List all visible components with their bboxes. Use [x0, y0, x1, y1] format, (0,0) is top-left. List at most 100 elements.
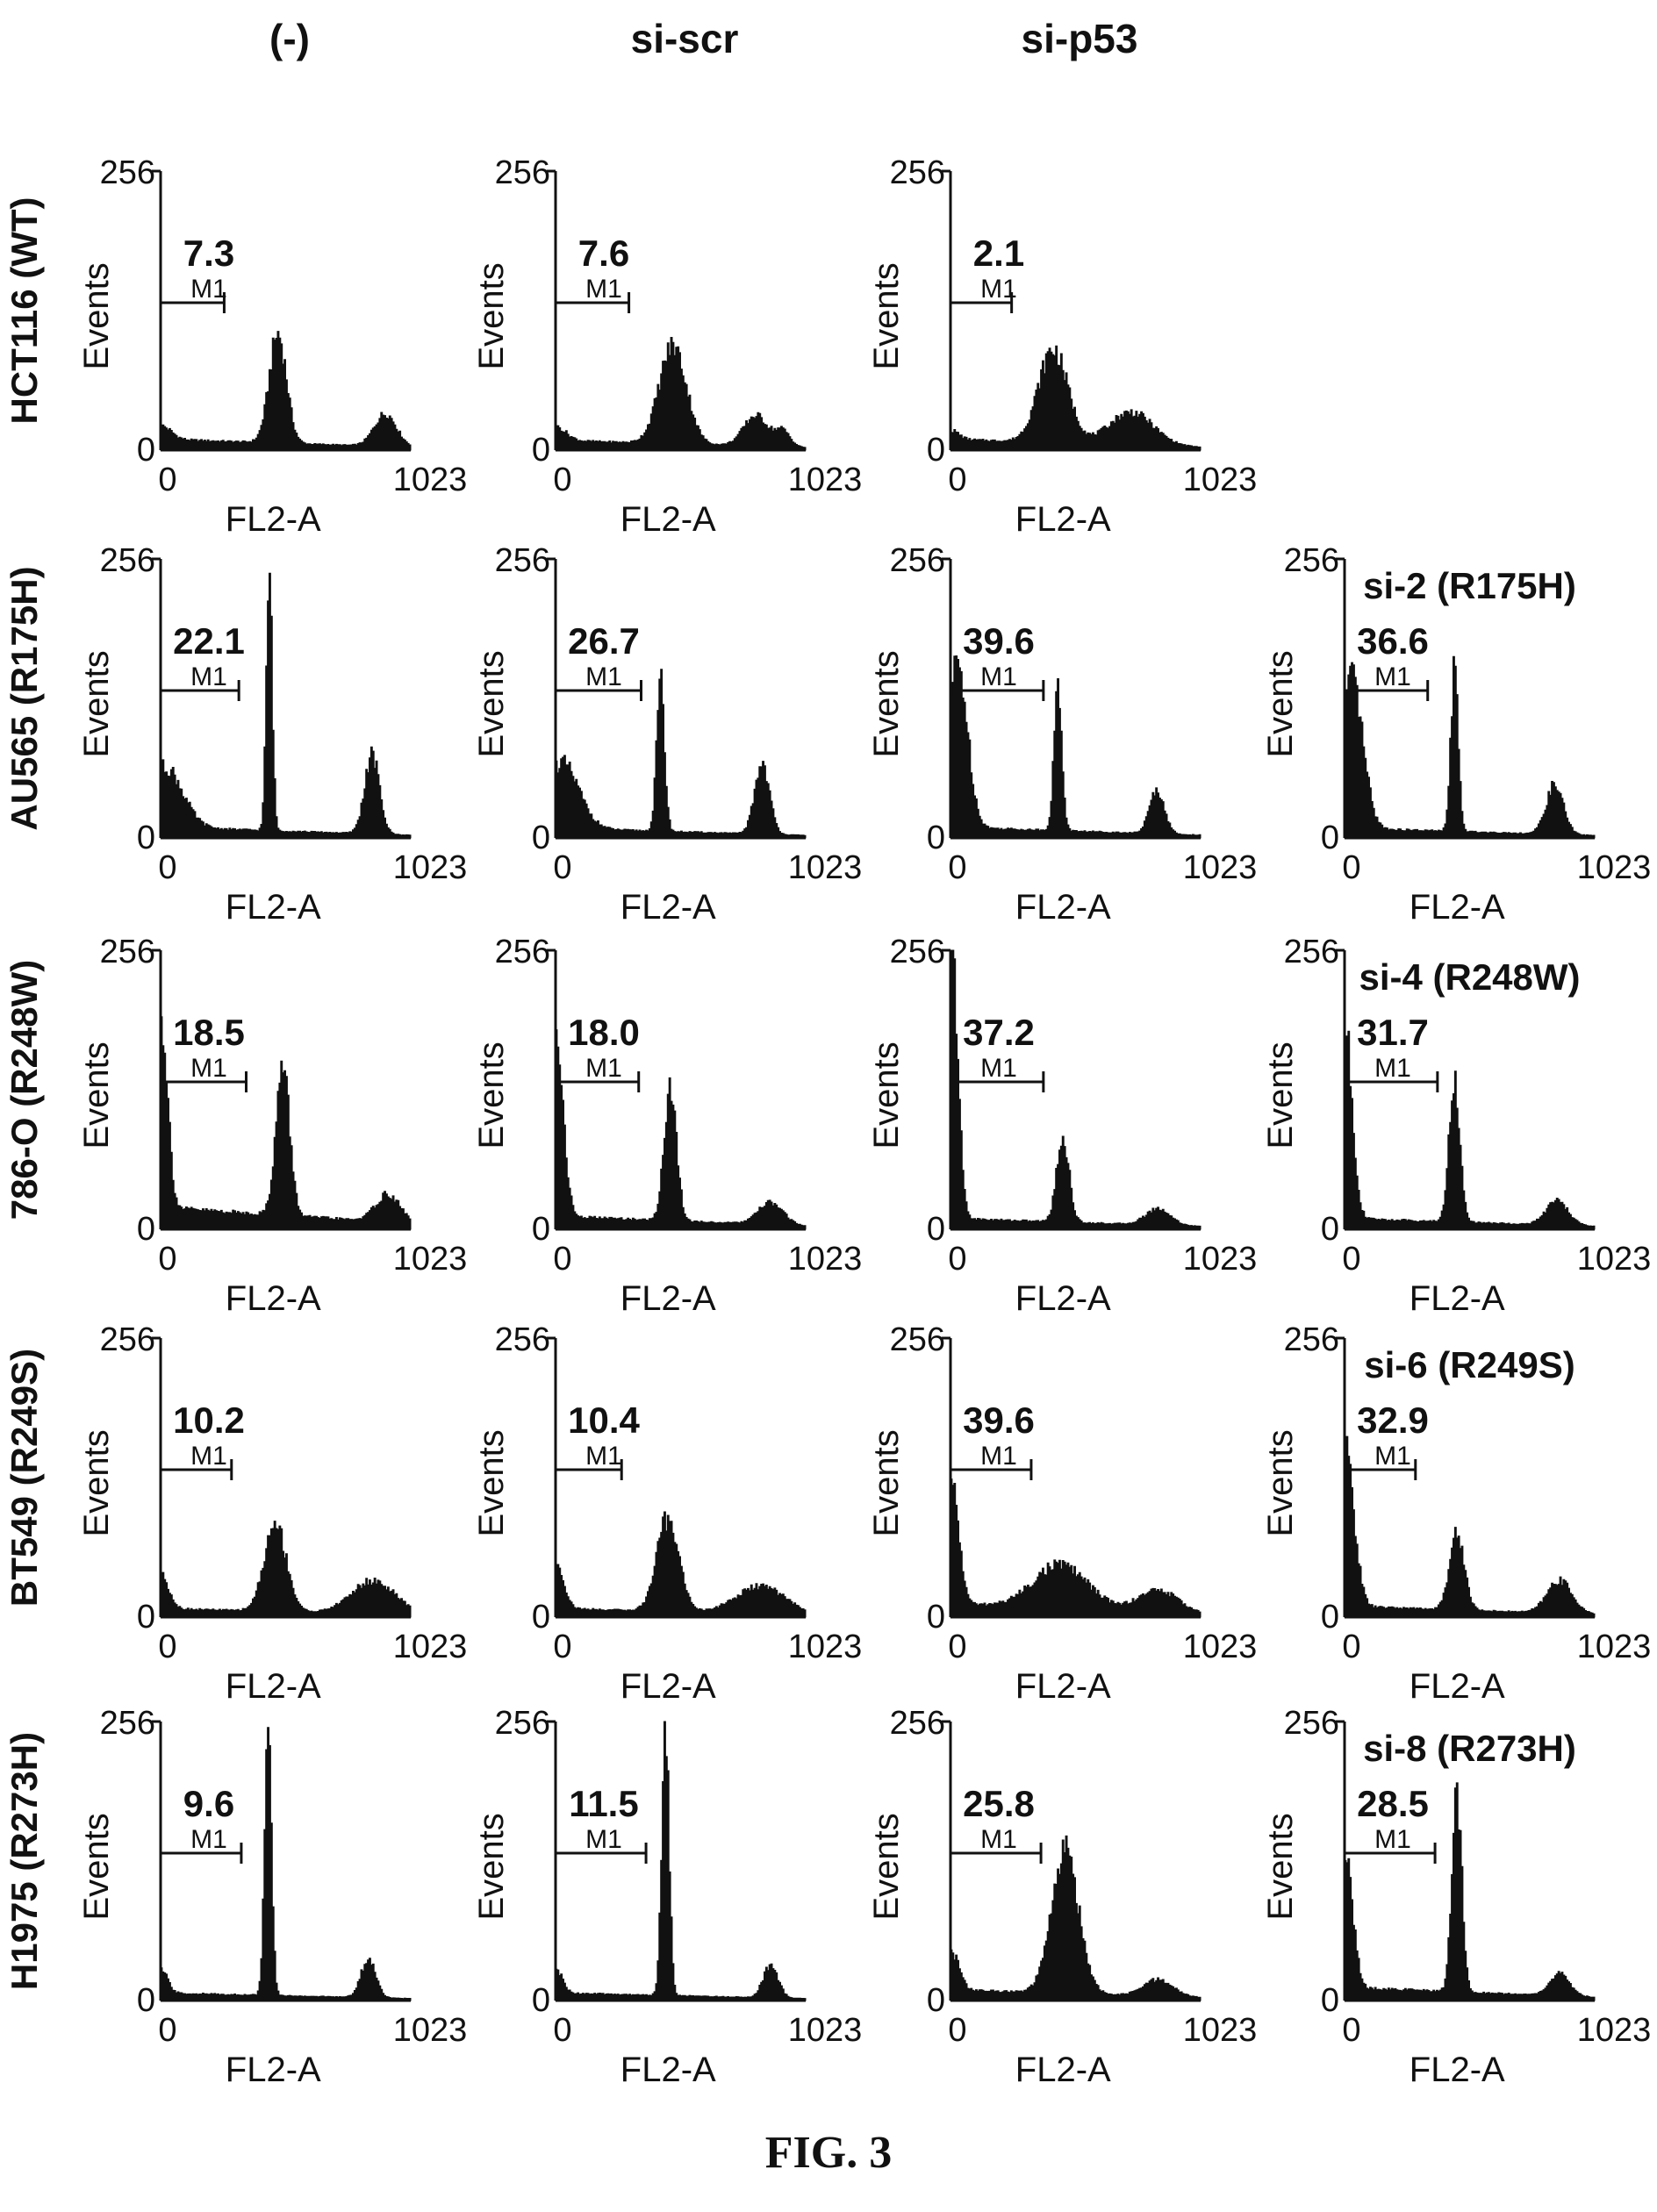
- histogram-series: [160, 572, 412, 839]
- y-tick-label: 256: [1284, 1321, 1339, 1358]
- x-axis-title: FL2-A: [1015, 2051, 1111, 2089]
- x-tick-label: 1023: [788, 849, 863, 886]
- y-tick-label: 256: [495, 154, 550, 191]
- y-tick-label: 256: [495, 542, 550, 579]
- y-tick-label: 256: [100, 1705, 155, 1742]
- gate-name: M1: [980, 1825, 1017, 1854]
- y-tick-label: 256: [495, 934, 550, 970]
- y-axis-title: Events: [1261, 1042, 1300, 1149]
- y-axis-title: Events: [472, 1813, 511, 1920]
- x-tick-label: 1023: [788, 462, 863, 498]
- y-tick-label: 0: [137, 432, 155, 469]
- y-axis-title: Events: [1261, 650, 1300, 757]
- y-axis-title: Events: [472, 262, 511, 369]
- y-tick-label: 256: [890, 1321, 945, 1358]
- x-tick-label: 1023: [393, 2012, 468, 2049]
- gate-value: 11.5: [569, 1783, 638, 1824]
- histogram-series: [555, 669, 807, 839]
- x-tick-label: 1023: [1577, 1629, 1652, 1665]
- gate-name: M1: [585, 662, 622, 691]
- y-tick-label: 256: [890, 154, 945, 191]
- gate-name: M1: [190, 1442, 227, 1471]
- y-tick-label: 256: [100, 542, 155, 579]
- panel-annotation: si-2 (R175H): [1363, 565, 1576, 606]
- x-tick-label: 1023: [1183, 2012, 1258, 2049]
- y-tick-label: 0: [927, 820, 945, 856]
- histogram-series: [1344, 1030, 1596, 1230]
- y-tick-label: 256: [100, 1321, 155, 1358]
- gate-name: M1: [1374, 1054, 1411, 1083]
- y-tick-label: 256: [100, 154, 155, 191]
- y-tick-label: 0: [1321, 820, 1339, 856]
- y-tick-label: 0: [137, 1211, 155, 1248]
- x-tick-label: 0: [1342, 1241, 1360, 1278]
- gate-name: M1: [585, 1054, 622, 1083]
- x-tick-label: 0: [158, 849, 176, 886]
- histogram-series: [950, 1478, 1202, 1618]
- gate-value: 36.6: [1357, 620, 1429, 662]
- gate-value: 39.6: [963, 1400, 1035, 1441]
- gate-value: 25.8: [963, 1783, 1035, 1824]
- x-tick-label: 0: [553, 1241, 571, 1278]
- panel-annotation: si-8 (R273H): [1363, 1728, 1576, 1769]
- x-tick-label: 1023: [788, 2012, 863, 2049]
- x-tick-label: 0: [1342, 1629, 1360, 1665]
- gate-name: M1: [190, 662, 227, 691]
- x-axis-title: FL2-A: [1410, 2051, 1505, 2089]
- y-tick-label: 0: [137, 1599, 155, 1636]
- histogram-series: [160, 1727, 412, 2001]
- x-tick-label: 0: [158, 2012, 176, 2049]
- gate-value: 32.9: [1357, 1400, 1429, 1441]
- histogram-series: [555, 337, 807, 451]
- x-tick-label: 0: [1342, 849, 1360, 886]
- histogram-series: [1344, 1782, 1596, 2001]
- x-tick-label: 1023: [788, 1241, 863, 1278]
- gate-name: M1: [1374, 662, 1411, 691]
- x-tick-label: 0: [158, 1629, 176, 1665]
- x-tick-label: 0: [158, 462, 176, 498]
- y-tick-label: 256: [1284, 1705, 1339, 1742]
- y-axis-title: Events: [77, 650, 116, 757]
- gate-value: 7.6: [578, 233, 629, 274]
- gate-value: 7.3: [183, 233, 234, 274]
- histogram-panel: Events 256 00 1023 FL2-A M17.3: [77, 154, 467, 539]
- histogram-panel: Events 256 00 1023 FL2-A M19.6: [77, 1705, 467, 2089]
- histogram-series: [950, 949, 1202, 1230]
- x-tick-label: 0: [1342, 2012, 1360, 2049]
- column-title: si-p53: [1022, 16, 1138, 61]
- gate-name: M1: [980, 275, 1017, 304]
- histogram-series: [950, 1835, 1202, 2001]
- x-tick-label: 0: [948, 1241, 966, 1278]
- y-axis-title: Events: [77, 262, 116, 369]
- y-tick-label: 0: [532, 1211, 550, 1248]
- x-axis-title: FL2-A: [1015, 1667, 1111, 1706]
- x-tick-label: 1023: [1577, 849, 1652, 886]
- x-tick-label: 0: [553, 849, 571, 886]
- row-label: 786-O (R248W): [4, 960, 45, 1220]
- y-tick-label: 256: [1284, 542, 1339, 579]
- y-tick-label: 256: [495, 1321, 550, 1358]
- x-tick-label: 0: [948, 2012, 966, 2049]
- gate-value: 18.0: [568, 1012, 640, 1053]
- row-label: H1975 (R273H): [4, 1732, 45, 1990]
- histogram-panel: Events 256 00 1023 FL2-A M17.6: [472, 154, 862, 539]
- x-tick-label: 1023: [393, 1629, 468, 1665]
- x-axis-title: FL2-A: [1410, 1667, 1505, 1706]
- panel-annotation: si-4 (R248W): [1359, 956, 1580, 998]
- column-title: (-): [269, 16, 310, 61]
- y-axis-title: Events: [472, 1429, 511, 1536]
- histogram-series: [160, 1016, 412, 1230]
- gate-value: 2.1: [973, 233, 1024, 274]
- gate-value: 10.4: [568, 1400, 640, 1441]
- x-axis-title: FL2-A: [1015, 1279, 1111, 1318]
- histogram-series: [555, 1511, 807, 1618]
- y-axis-title: Events: [1261, 1813, 1300, 1920]
